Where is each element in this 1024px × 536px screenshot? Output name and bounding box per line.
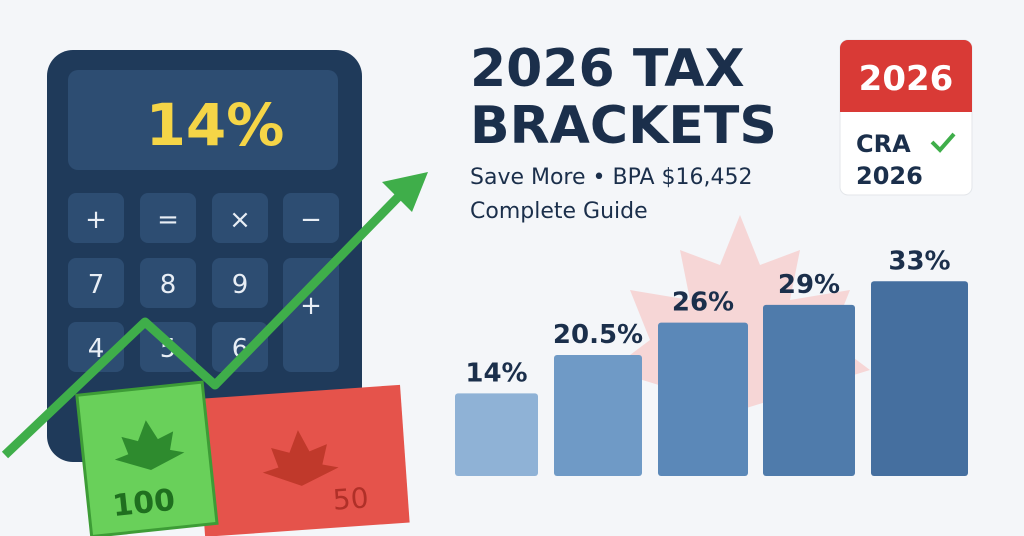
banknote-green: 100 xyxy=(75,380,219,536)
bar-label: 26% xyxy=(672,288,734,318)
calculator-key xyxy=(140,193,196,243)
key-label: = xyxy=(157,205,179,235)
badge-label: CRA xyxy=(856,130,911,158)
key-label: 7 xyxy=(88,270,105,300)
key-label: − xyxy=(300,205,322,235)
calculator-key xyxy=(212,193,268,243)
key-label: + xyxy=(85,205,107,235)
note-value: 50 xyxy=(332,481,370,516)
note-leaf xyxy=(262,430,339,486)
display-text: 14% xyxy=(146,91,285,159)
badge-header xyxy=(840,40,972,112)
bar xyxy=(455,393,538,476)
key-label: 9 xyxy=(232,270,249,300)
bar xyxy=(554,355,642,476)
calculator-key xyxy=(68,258,124,308)
bar xyxy=(658,322,748,476)
bar xyxy=(763,304,855,476)
bar-chart: 14% 20.5% 26% 29% 33% xyxy=(455,246,968,476)
note-value: 100 xyxy=(111,483,177,524)
subtitle: Complete Guide xyxy=(470,199,648,224)
calculator-display xyxy=(68,70,338,170)
calculator-key xyxy=(68,193,124,243)
bar-label: 20.5% xyxy=(553,320,643,350)
key-label: 4 xyxy=(88,334,105,364)
bar-label: 29% xyxy=(778,270,840,300)
calculator-key xyxy=(283,258,339,372)
growth-arrow xyxy=(1,186,409,459)
bar-label: 14% xyxy=(465,358,527,388)
subtitle: Save More • BPA $16,452 xyxy=(470,165,752,190)
title: BRACKETS xyxy=(470,96,777,156)
bar xyxy=(871,281,968,476)
bar-label: 33% xyxy=(888,246,950,276)
badge-year: 2026 xyxy=(859,59,954,99)
calculator-key xyxy=(283,193,339,243)
key-label: × xyxy=(229,205,251,235)
key-label: 8 xyxy=(160,270,177,300)
banknote-red: 50 xyxy=(195,384,410,536)
badge-year: 2026 xyxy=(856,162,923,190)
keypad: + = × −7 8 94 5 6+ xyxy=(68,193,339,372)
check-mark xyxy=(930,132,956,153)
calculator-key xyxy=(212,258,268,308)
note-leaf xyxy=(114,420,185,470)
calculator-key xyxy=(212,322,268,372)
calculator-key xyxy=(140,258,196,308)
arrow-head xyxy=(382,172,428,212)
title: 2026 TAX xyxy=(470,39,745,99)
